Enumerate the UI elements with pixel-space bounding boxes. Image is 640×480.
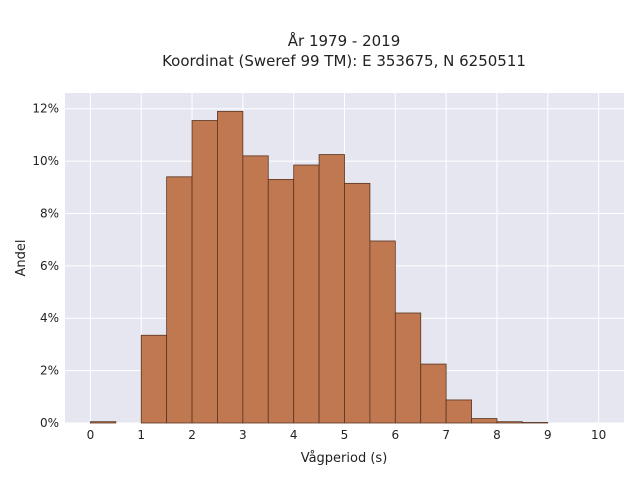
histogram-bar xyxy=(267,179,295,424)
y-tick-label: 12% xyxy=(32,102,59,116)
chart-title-line2: Koordinat (Sweref 99 TM): E 353675, N 62… xyxy=(162,52,526,70)
histogram-bar xyxy=(242,155,269,424)
y-tick-label: 6% xyxy=(40,259,59,273)
histogram-bar xyxy=(496,421,523,424)
x-tick-label: 4 xyxy=(290,428,298,442)
x-tick-label: 10 xyxy=(591,428,606,442)
y-tick-label: 10% xyxy=(32,154,59,168)
x-tick-label: 9 xyxy=(544,428,552,442)
histogram-bar xyxy=(420,363,447,424)
histogram-bar xyxy=(293,164,320,424)
x-tick-label: 5 xyxy=(341,428,349,442)
bars xyxy=(90,110,549,424)
x-tick-label: 0 xyxy=(87,428,95,442)
histogram-bar xyxy=(166,176,193,424)
chart-title-line1: År 1979 - 2019 xyxy=(288,31,401,50)
x-tick-label: 6 xyxy=(391,428,399,442)
x-tick-label: 7 xyxy=(442,428,450,442)
histogram-bar xyxy=(394,312,422,424)
x-axis-label: Vågperiod (s) xyxy=(301,451,388,466)
histogram-bar xyxy=(140,334,168,424)
histogram-bar xyxy=(318,154,345,424)
y-tick-label: 4% xyxy=(40,311,59,325)
x-tick-label: 3 xyxy=(239,428,247,442)
histogram-bar xyxy=(217,110,244,424)
y-tick-label: 8% xyxy=(40,206,59,220)
histogram-bar xyxy=(369,240,396,424)
histogram-bar xyxy=(521,422,549,424)
y-tick-label: 0% xyxy=(40,416,59,430)
x-tick-label: 8 xyxy=(493,428,501,442)
histogram-bar xyxy=(445,399,472,424)
x-tick-label: 2 xyxy=(188,428,196,442)
histogram-bar xyxy=(90,421,117,424)
y-tick-label: 2% xyxy=(40,364,59,378)
histogram-bar xyxy=(344,182,371,424)
x-tick-labels: 0 1 2 3 4 5 6 7 8 9 10 xyxy=(87,428,607,442)
y-axis-label: Andel xyxy=(14,240,29,277)
x-tick-label: 1 xyxy=(137,428,145,442)
histogram-bar xyxy=(191,120,218,424)
histogram-bar xyxy=(471,418,498,424)
y-tick-labels: 0% 2% 4% 6% 8% 10% 12% xyxy=(32,102,59,430)
